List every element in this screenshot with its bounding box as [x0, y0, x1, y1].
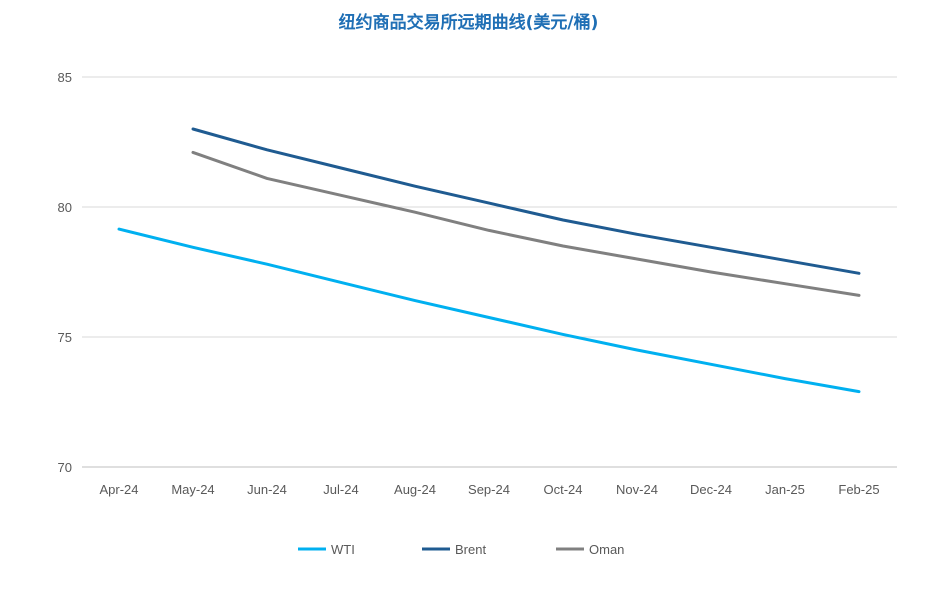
x-tick-label: Feb-25 — [838, 482, 879, 497]
x-tick-label: Dec-24 — [690, 482, 732, 497]
x-tick-label: Jan-25 — [765, 482, 805, 497]
legend-label-brent: Brent — [455, 542, 486, 557]
legend-label-oman: Oman — [589, 542, 624, 557]
chart-title: 纽约商品交易所远期曲线(美元/桶) — [338, 13, 599, 33]
y-tick-label: 85 — [58, 70, 72, 85]
series-line-wti — [117, 227, 861, 394]
x-tick-label: Aug-24 — [394, 482, 436, 497]
x-tick-label: Oct-24 — [543, 482, 582, 497]
x-tick-label: Apr-24 — [99, 482, 138, 497]
y-tick-label: 75 — [58, 330, 72, 345]
y-tick-label: 80 — [58, 200, 72, 215]
series-line-brent — [191, 127, 861, 275]
x-tick-label: Jul-24 — [323, 482, 358, 497]
y-tick-label: 70 — [58, 460, 72, 475]
x-tick-label: May-24 — [171, 482, 214, 497]
legend-label-wti: WTI — [331, 542, 355, 557]
series-line-oman — [191, 150, 861, 297]
x-axis-ticks: Apr-24 May-24 Jun-24 Jul-24 Aug-24 Sep-24 Oct-… — [99, 482, 879, 497]
y-axis-ticks: 70 75 80 85 — [58, 70, 72, 475]
grid-lines — [82, 76, 897, 468]
legend: WTI Brent Oman — [298, 542, 624, 557]
series-lines — [117, 127, 861, 394]
x-tick-label: Jun-24 — [247, 482, 287, 497]
x-tick-label: Sep-24 — [468, 482, 510, 497]
x-tick-label: Nov-24 — [616, 482, 658, 497]
